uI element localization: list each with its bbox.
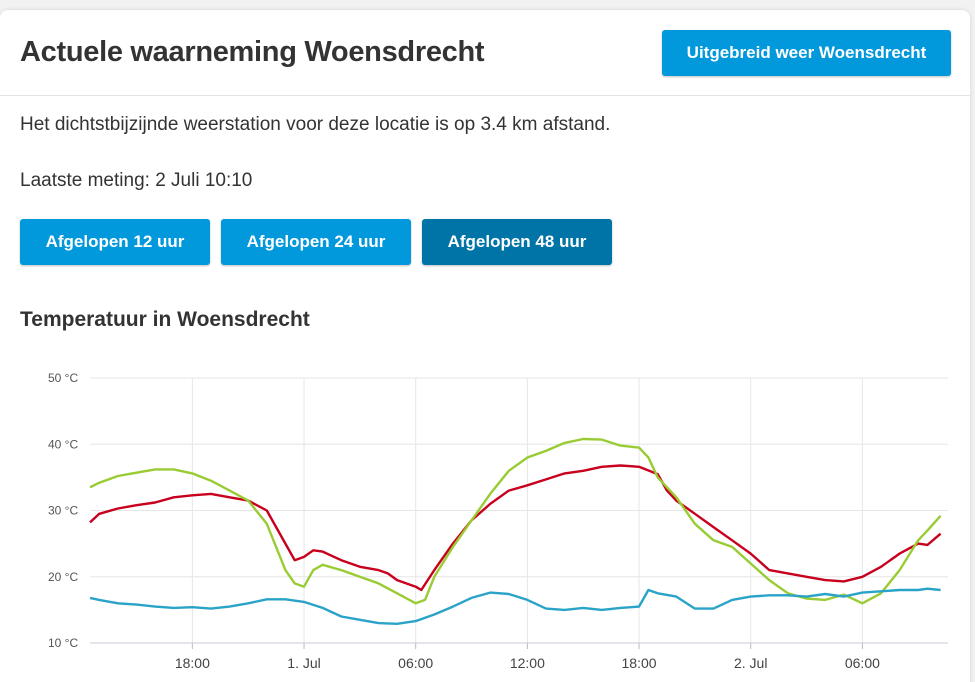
series-line-blue — [89, 587, 941, 625]
series-line-red — [89, 464, 942, 592]
station-distance-text: Het dichtstbijzijnde weerstation voor de… — [20, 114, 611, 135]
x-tick-label: 06:00 — [845, 655, 880, 671]
x-tick-label: 12:00 — [510, 655, 545, 671]
y-tick-label: 40 °C — [48, 437, 78, 451]
x-axis: 18:00 1. Jul 06:00 12:00 18:00 2. Jul 06:00 — [90, 642, 948, 671]
temperature-chart: 10 °C 20 °C 30 °C 40 °C 50 °C 18:00 1. Jul 06:… — [48, 371, 948, 671]
x-tick-label: 18:00 — [622, 655, 657, 671]
y-tick-label: 50 °C — [48, 371, 78, 385]
range-12h-button[interactable]: Afgelopen 12 uur — [20, 219, 210, 265]
extended-weather-button[interactable]: Uitgebreid weer Woensdrecht — [662, 30, 951, 76]
last-measurement-text: Laatste meting: 2 Juli 10:10 — [20, 170, 253, 191]
card-header: Actuele waarneming Woensdrecht Uitgebrei… — [0, 10, 970, 96]
x-tick-label: 2. Jul — [734, 655, 767, 671]
page-title: Actuele waarneming Woensdrecht — [20, 36, 485, 68]
observation-card: Actuele waarneming Woensdrecht Uitgebrei… — [0, 10, 970, 682]
range-24h-button[interactable]: Afgelopen 24 uur — [221, 219, 411, 265]
x-tick-label: 18:00 — [175, 655, 210, 671]
y-axis: 10 °C 20 °C 30 °C 40 °C 50 °C — [48, 371, 78, 650]
chart-title: Temperatuur in Woensdrecht — [20, 308, 310, 331]
y-tick-label: 10 °C — [48, 636, 78, 650]
x-tick-label: 06:00 — [398, 655, 433, 671]
chart-grid — [90, 377, 948, 644]
y-tick-label: 30 °C — [48, 504, 78, 518]
y-tick-label: 20 °C — [48, 570, 78, 584]
chart-series — [89, 437, 942, 625]
x-tick-label: 1. Jul — [287, 655, 320, 671]
range-48h-button[interactable]: Afgelopen 48 uur — [422, 219, 612, 265]
